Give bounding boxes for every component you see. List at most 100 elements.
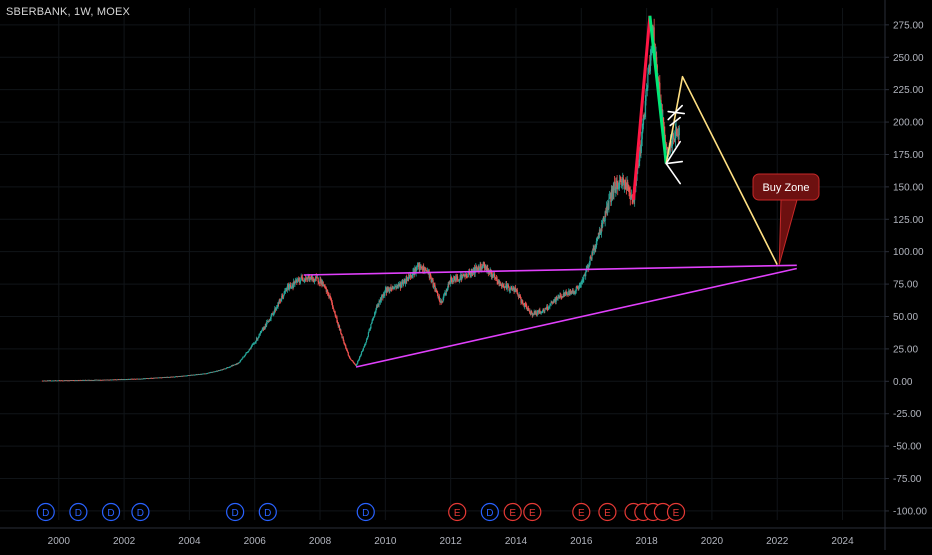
candle-body (669, 142, 672, 149)
time-tick-label: 2012 (440, 536, 463, 547)
candle-body (52, 380, 54, 382)
candle-body (602, 219, 604, 221)
candle-body (95, 379, 98, 381)
candle-body (324, 285, 326, 288)
candle-body (232, 365, 234, 366)
candle-body (330, 298, 332, 301)
candle-body (257, 337, 259, 340)
candle-body (400, 284, 402, 288)
candle-body (622, 178, 624, 183)
candle-body (568, 290, 570, 295)
dividend-marker[interactable] (480, 502, 499, 522)
candle-body (215, 371, 217, 372)
candle-body (88, 379, 90, 381)
dividend-marker[interactable] (101, 502, 121, 522)
projection-line[interactable] (665, 75, 778, 265)
time-tick-label: 2000 (48, 536, 71, 547)
candle-body (544, 308, 547, 310)
wave-mark-line[interactable] (665, 140, 681, 165)
candle-body (436, 291, 439, 294)
candle-body (479, 263, 481, 269)
dividend-marker-label: D (42, 508, 49, 519)
candle-body (274, 308, 277, 311)
candle-body (306, 277, 309, 279)
candle-body (396, 285, 398, 288)
green-leg-line[interactable] (648, 15, 668, 164)
wave-mark-line[interactable] (665, 162, 681, 185)
earnings-marker[interactable] (666, 502, 686, 522)
candle-body (485, 267, 487, 270)
time-tick-label: 2006 (244, 536, 267, 547)
candle-body (256, 338, 258, 340)
candle-body (321, 281, 324, 286)
candle-body (43, 380, 45, 382)
candle-body (344, 344, 346, 346)
candle-body (334, 311, 336, 315)
candle-body (332, 307, 334, 309)
wave-mark-line[interactable] (669, 116, 681, 127)
candle-body (628, 185, 630, 190)
wave-mark-line[interactable] (667, 110, 685, 115)
candle-body (407, 277, 410, 279)
red-leg-line[interactable] (632, 15, 652, 200)
candle-body (367, 332, 369, 337)
candle-body (622, 178, 624, 185)
candle-body (276, 307, 278, 309)
dividend-marker[interactable] (356, 502, 375, 522)
candle-body (576, 287, 579, 288)
symbol-title: SBERBANK, 1W, MOEX (6, 6, 131, 18)
drawing-layer[interactable] (303, 15, 797, 368)
dividend-marker[interactable] (131, 502, 150, 522)
candle-body (237, 362, 239, 365)
candle-body (230, 366, 232, 368)
candle-body (440, 300, 442, 303)
candle-body (546, 306, 548, 309)
dividend-marker[interactable] (226, 502, 245, 522)
candle-body (188, 375, 191, 377)
earnings-marker[interactable] (523, 502, 542, 522)
candle-body (278, 300, 280, 304)
candle-body (518, 294, 520, 297)
candle-body (387, 287, 390, 292)
candle-body (359, 356, 361, 360)
candle-body (551, 302, 553, 303)
candle-body (48, 380, 50, 382)
candle-body (394, 286, 396, 288)
candle-body (493, 274, 495, 276)
candle-body (485, 267, 488, 272)
wave-mark-line[interactable] (665, 160, 683, 165)
dividend-marker[interactable] (36, 502, 55, 522)
candle-body (178, 376, 180, 377)
buy-zone-box[interactable] (752, 173, 820, 201)
candle-body (190, 374, 192, 376)
candle-body (277, 302, 279, 308)
candle-body (92, 380, 94, 381)
upper-trendline-line[interactable] (303, 264, 797, 276)
earnings-marker[interactable] (503, 502, 522, 522)
candle-body (320, 280, 322, 284)
candle-body (330, 298, 332, 299)
candle-body (489, 271, 491, 274)
candle-body (678, 134, 680, 136)
candle-body (269, 319, 272, 320)
candle-body (375, 306, 378, 310)
candle-body (590, 258, 592, 260)
annotation-layer[interactable]: Buy Zone (752, 173, 820, 265)
candle-body (662, 117, 665, 127)
earnings-marker[interactable] (598, 502, 617, 522)
dividend-marker[interactable] (69, 502, 88, 522)
candle-body (516, 289, 518, 294)
candle-body (368, 330, 370, 333)
earnings-marker[interactable] (572, 502, 591, 522)
lower-trendline-line[interactable] (355, 267, 797, 368)
dividend-marker[interactable] (258, 502, 277, 522)
candle-body (285, 289, 287, 291)
time-tick-label: 2022 (766, 536, 789, 547)
earnings-marker[interactable] (448, 502, 467, 522)
candle-body (599, 229, 601, 235)
candle-body (563, 292, 565, 297)
candle-body (78, 380, 80, 382)
